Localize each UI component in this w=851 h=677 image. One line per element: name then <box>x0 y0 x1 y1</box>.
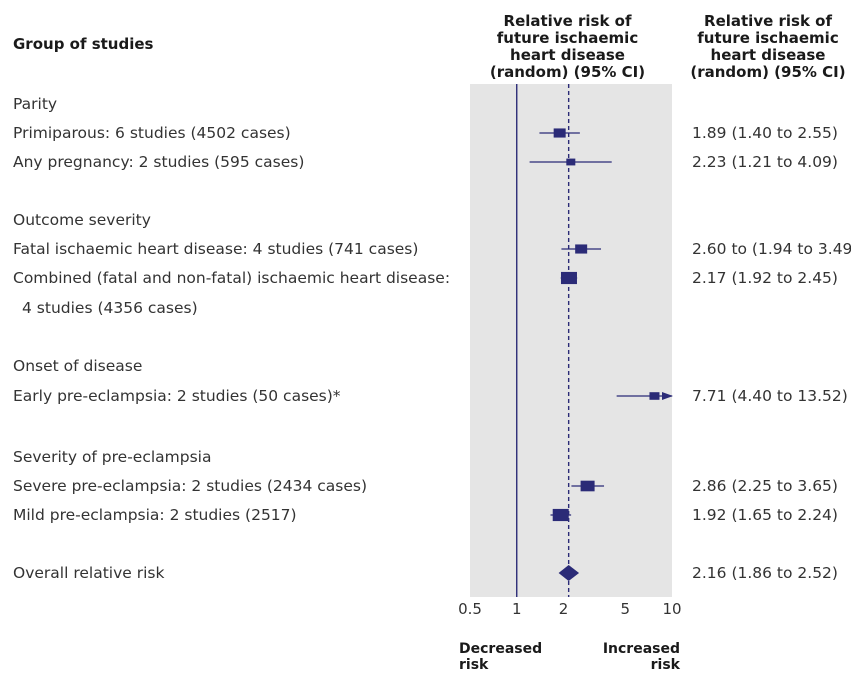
ci-arrow-right <box>662 392 673 400</box>
ci-column-header: Relative risk of future ischaemic heart … <box>688 13 848 81</box>
increased-line: risk <box>650 657 680 673</box>
x-tick-label: 0.5 <box>458 600 482 618</box>
ci-value-overall: 2.16 (1.86 to 2.52) <box>692 564 838 582</box>
ci-header-line: heart disease <box>710 46 826 64</box>
ci-value-fatal: 2.60 to (1.94 to 3.49) <box>692 240 851 258</box>
ci-value-early: 7.71 (4.40 to 13.52) <box>692 387 848 405</box>
row-label-mild: Mild pre-eclampsia: 2 studies (2517) <box>13 506 297 524</box>
ci-value-any-pregnancy: 2.23 (1.21 to 4.09) <box>692 153 838 171</box>
ci-header-line: Relative risk of <box>704 12 832 30</box>
x-tick-label: 2 <box>559 600 569 618</box>
ci-header-line: future ischaemic <box>697 29 839 47</box>
row-label-severe: Severe pre-eclampsia: 2 studies (2434 ca… <box>13 477 368 495</box>
plot-column-header: Relative risk of future ischaemic heart … <box>455 13 680 81</box>
plot-header-line: future ischaemic <box>496 29 639 47</box>
row-label-any-pregnancy: Any pregnancy: 2 studies (595 cases) <box>13 153 305 171</box>
point-estimate-square <box>566 158 576 166</box>
plot-header-line: (random) (95% CI) <box>489 63 646 81</box>
point-estimate-square <box>580 480 595 492</box>
overall-diamond <box>558 565 580 581</box>
point-estimate-square <box>649 392 660 400</box>
x-tick-label: 5 <box>620 600 630 618</box>
decreased-risk-label: Decreased risk <box>459 641 542 673</box>
plot-header-line: Relative risk of <box>503 12 632 30</box>
row-label-early: Early pre-eclampsia: 2 studies (50 cases… <box>13 387 341 405</box>
heading-outcome-severity: Outcome severity <box>13 211 151 229</box>
heading-onset: Onset of disease <box>13 357 143 375</box>
x-tick-label: 10 <box>662 600 681 618</box>
row-label-primiparous: Primiparous: 6 studies (4502 cases) <box>13 124 291 142</box>
row-label-combined: Combined (fatal and non-fatal) ischaemic… <box>13 269 451 287</box>
decreased-line: risk <box>459 657 489 673</box>
point-estimate-square <box>553 128 566 138</box>
point-estimate-square <box>552 508 569 522</box>
point-estimate-square <box>575 244 588 254</box>
ci-value-mild: 1.92 (1.65 to 2.24) <box>692 506 838 524</box>
ci-value-primiparous: 1.89 (1.40 to 2.55) <box>692 124 838 142</box>
group-of-studies-header: Group of studies <box>13 35 154 53</box>
x-tick-label: 1 <box>512 600 522 618</box>
plot-panel <box>470 84 672 597</box>
ci-value-severe: 2.86 (2.25 to 3.65) <box>692 477 838 495</box>
heading-severity-pe: Severity of pre-eclampsia <box>13 448 212 466</box>
increased-line: Increased <box>602 641 680 657</box>
row-label-fatal: Fatal ischaemic heart disease: 4 studies… <box>13 240 419 258</box>
ci-header-line: (random) (95% CI) <box>690 63 846 81</box>
point-estimate-square <box>560 271 577 285</box>
plot-header-line: heart disease <box>510 46 625 64</box>
row-label-combined-cont: 4 studies (4356 cases) <box>22 299 198 317</box>
heading-parity: Parity <box>13 95 58 113</box>
increased-risk-label: Increased risk <box>560 641 680 673</box>
row-label-overall: Overall relative risk <box>13 564 165 582</box>
decreased-line: Decreased <box>459 641 543 657</box>
ci-value-combined: 2.17 (1.92 to 2.45) <box>692 269 838 287</box>
